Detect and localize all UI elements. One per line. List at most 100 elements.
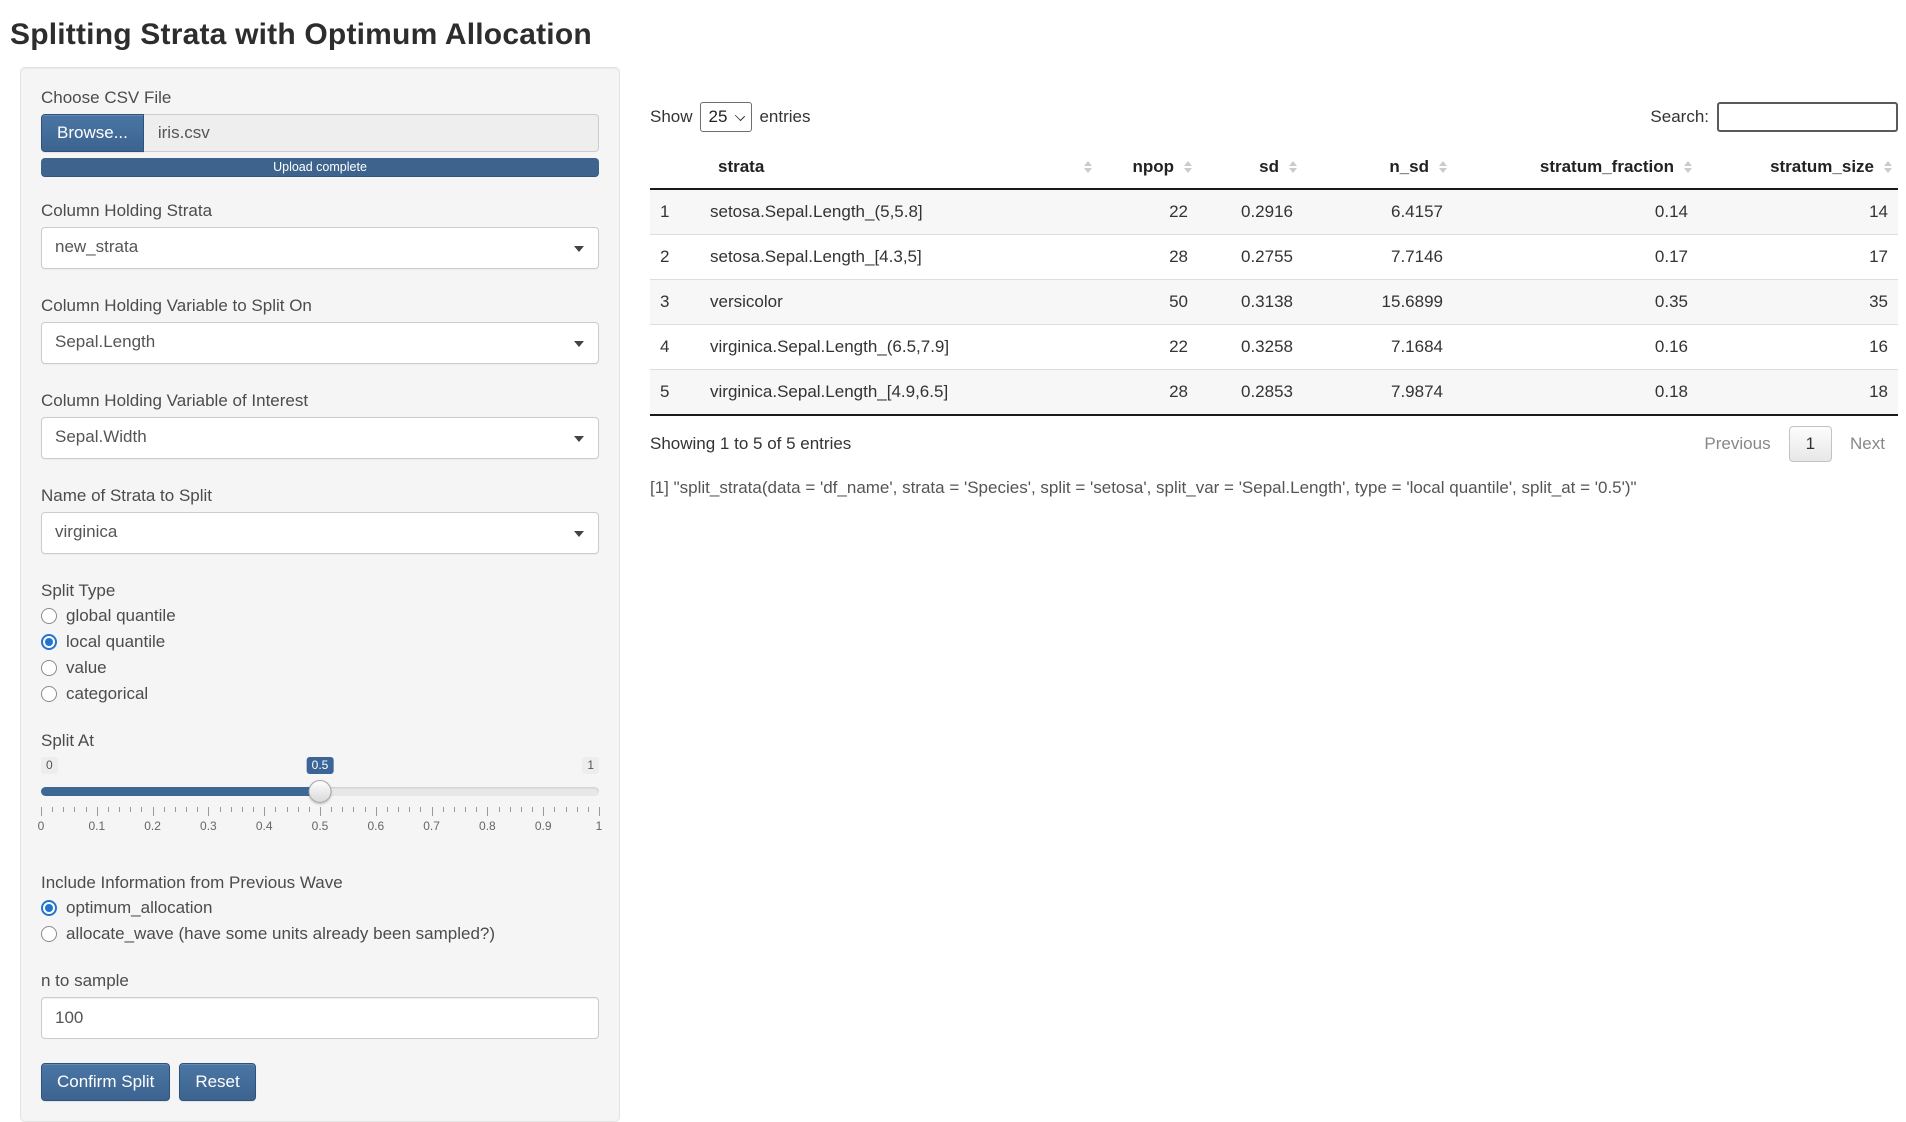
caret-down-icon [574,246,584,252]
cell-n_sd: 7.1684 [1303,324,1453,370]
radio-icon[interactable] [41,608,57,624]
search-input[interactable] [1717,102,1898,132]
slider-value-badge: 0.5 [306,757,334,774]
slider-tick [576,807,578,812]
slider-tick [197,807,199,812]
slider-tick [85,807,87,812]
confirm-split-button[interactable]: Confirm Split [41,1063,171,1101]
split-variable-label: Column Holding Variable to Split On [41,296,312,315]
slider-tick [308,807,310,812]
sort-icon [1184,161,1192,173]
search-label: Search: [1650,107,1709,126]
split-at-label: Split At [41,731,94,750]
slider-tick [219,807,221,812]
radio-icon[interactable] [41,634,57,650]
slider-tick [63,807,65,812]
slider-tick [409,807,411,812]
slider-tick [543,807,545,816]
column-header-strata[interactable]: strata [700,146,1098,190]
table-row: 3 versicolor 50 0.3138 15.6899 0.35 35 [650,279,1898,325]
entries-label: entries [759,107,811,126]
slider-tick [498,807,500,812]
split-type-group: Split Type global quantile local quantile… [41,581,599,707]
column-header-stratum_size[interactable]: stratum_size [1698,146,1898,190]
cell-strata: virginica.Sepal.Length_(6.5,7.9] [700,324,1098,370]
cell-strata: setosa.Sepal.Length_[4.3,5] [700,234,1098,280]
column-header-n_sd[interactable]: n_sd [1303,146,1453,190]
cell-sd: 0.2755 [1198,234,1303,280]
reset-button[interactable]: Reset [179,1063,256,1101]
previous-page-button[interactable]: Previous [1704,434,1771,453]
strata-column-select[interactable]: new_strata [41,227,599,269]
strata-to-split-value: virginica [55,522,118,541]
radio-option[interactable]: value [41,655,599,681]
column-header-label: sd [1259,157,1279,176]
slider-min-badge: 0 [41,757,58,774]
radio-icon[interactable] [41,686,57,702]
radio-option[interactable]: optimum_allocation [41,895,599,921]
slider-tick-label: 0.5 [311,819,329,833]
radio-option-label: optimum_allocation [66,898,213,917]
table-row: 5 virginica.Sepal.Length_[4.9,6.5] 28 0.285… [650,369,1898,415]
page-length-value: 25 [708,107,728,126]
cell-sd: 0.3258 [1198,324,1303,370]
radio-option[interactable]: allocate_wave (have some units already b… [41,921,599,947]
column-header-npop[interactable]: npop [1098,146,1198,190]
column-header-label: n_sd [1389,157,1429,176]
n-to-sample-input[interactable] [41,997,599,1039]
slider-tick [297,807,299,812]
radio-icon[interactable] [41,900,57,916]
radio-option-label: value [66,658,107,677]
interest-variable-select[interactable]: Sepal.Width [41,417,599,459]
slider-tick [353,807,355,812]
slider-tick [107,807,109,812]
pagination: Previous 1 Next [1691,426,1898,462]
cell-npop: 22 [1098,188,1198,235]
split-at-slider[interactable]: 0 0.5 1 0 0.1 0.2 0.3 0.4 0.5 0.6 0.7 0.8 0.9 1 [37,757,602,849]
column-header-sd[interactable]: sd [1198,146,1303,190]
cell-stratum_fraction: 0.18 [1453,369,1698,415]
slider-handle[interactable] [308,780,332,803]
slider-tick-label: 0 [37,819,45,833]
slider-tick [331,807,333,812]
row-number-cell: 1 [650,188,700,235]
slider-tick-label: 0.7 [423,819,440,833]
upload-status-text: Upload complete [273,160,367,174]
column-header-stratum_fraction[interactable]: stratum_fraction [1453,146,1698,190]
layout-row: Choose CSV File Browse... iris.csv Uploa… [10,52,1898,1122]
table-header: strata npop sd n_sd stratum_fraction stratum_… [650,146,1898,190]
slider-tick [41,807,42,816]
show-label: Show [650,107,693,126]
file-input: Browse... iris.csv [41,114,599,152]
cell-n_sd: 7.9874 [1303,369,1453,415]
slider-tick [320,807,321,816]
split-variable-select[interactable]: Sepal.Length [41,322,599,364]
sort-icon [1884,161,1892,173]
slider-tick [386,807,388,812]
table-body: 1 setosa.Sepal.Length_(5,5.8] 22 0.2916 6.41… [650,188,1898,415]
radio-icon[interactable] [41,660,57,676]
page-length-select[interactable]: 25 [699,102,753,132]
slider-tick-label: 0.1 [88,819,106,833]
next-page-button[interactable]: Next [1850,434,1885,453]
radio-option[interactable]: categorical [41,681,599,707]
radio-icon[interactable] [41,926,57,942]
slider-tick [174,807,176,812]
cell-stratum_fraction: 0.16 [1453,324,1698,370]
cell-stratum_size: 18 [1698,369,1898,415]
strata-to-split-select[interactable]: virginica [41,512,599,554]
radio-option[interactable]: local quantile [41,629,599,655]
cell-stratum_size: 17 [1698,234,1898,280]
cell-n_sd: 6.4157 [1303,188,1453,235]
slider-tick-grid: 0 0.1 0.2 0.3 0.4 0.5 0.6 0.7 0.8 0.9 1 [37,803,602,843]
radio-option[interactable]: global quantile [41,603,599,629]
page-number-button[interactable]: 1 [1788,426,1833,462]
browse-button[interactable]: Browse... [41,114,144,152]
slider-tick [420,807,422,812]
split-type-label: Split Type [41,581,116,600]
cell-stratum_size: 16 [1698,324,1898,370]
sidebar-panel: Choose CSV File Browse... iris.csv Uploa… [20,67,620,1122]
slider-tick-label: 0.9 [534,819,552,833]
results-table: strata npop sd n_sd stratum_fraction stratum_… [650,146,1898,416]
table-row: 2 setosa.Sepal.Length_[4.3,5] 28 0.2755 7.71… [650,234,1898,280]
